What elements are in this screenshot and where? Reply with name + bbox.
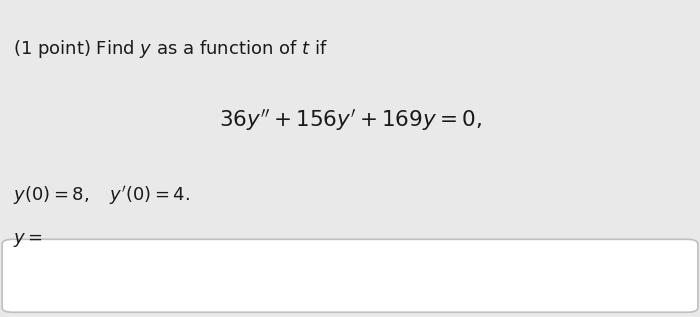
Text: $36y'' + 156y' + 169y = 0,$: $36y'' + 156y' + 169y = 0,$ [218, 108, 482, 133]
Text: $y(0) = 8, \quad y'(0) = 4.$: $y(0) = 8, \quad y'(0) = 4.$ [13, 184, 190, 207]
Text: $y =$: $y =$ [13, 231, 42, 249]
FancyBboxPatch shape [2, 239, 698, 312]
Text: (1 point) Find $y$ as a function of $t$ if: (1 point) Find $y$ as a function of $t$ … [13, 38, 328, 60]
